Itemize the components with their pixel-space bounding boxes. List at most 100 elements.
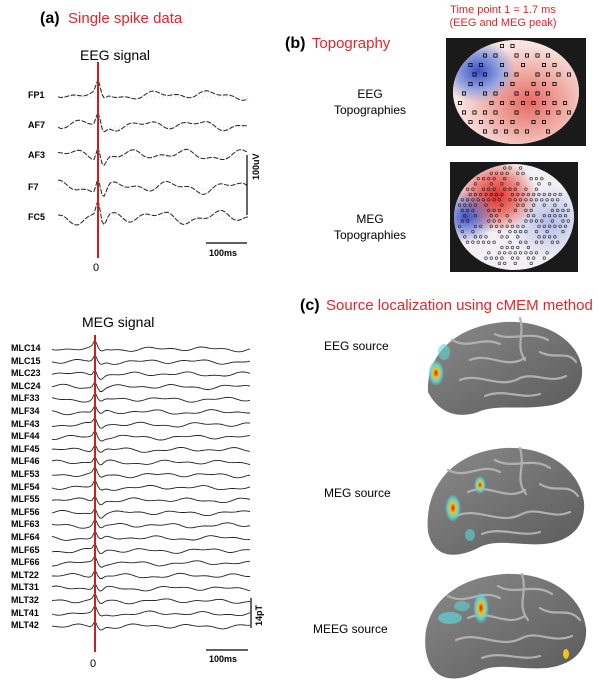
meg-sensor <box>540 240 544 244</box>
meg-sensor <box>476 177 480 181</box>
meg-sensor <box>489 182 493 186</box>
meg-sensor <box>521 171 525 175</box>
meg-sensor <box>553 235 557 239</box>
eeg-sensor <box>468 63 473 68</box>
meg-sensor <box>495 256 499 260</box>
eeg-sensor <box>493 110 498 115</box>
eeg-sensor <box>493 91 498 96</box>
meg-channel-label: MLF54 <box>11 481 40 492</box>
meg-trace <box>51 622 250 631</box>
eeg-topography-label: EEG Topographies <box>320 86 420 118</box>
meg-channel-label: MLF45 <box>11 443 40 454</box>
meg-sensor <box>542 235 546 239</box>
meg-channel-label: MLC24 <box>11 380 41 391</box>
meg-sensor <box>508 198 512 202</box>
meg-channel-label: MLF55 <box>11 494 40 505</box>
eeg-source-brain <box>420 316 585 421</box>
meg-sensor <box>484 256 488 260</box>
meg-sensor <box>466 240 470 244</box>
meg-sensor <box>521 203 525 207</box>
meg-channel-label: MLC23 <box>11 368 41 379</box>
eeg-sensor <box>531 82 536 87</box>
eeg-sensor <box>499 63 504 68</box>
meg-channel-label: MLF64 <box>11 532 40 542</box>
eeg-sensor <box>546 72 551 77</box>
meg-sensor <box>466 208 470 212</box>
meg-sensor <box>516 256 520 260</box>
meg-sensor <box>524 187 528 191</box>
meg-sensor <box>479 224 483 228</box>
meg-topo-label-line2: Topographies <box>333 228 407 242</box>
meg-sensor <box>463 214 467 218</box>
eeg-source-label: EEG source <box>324 339 389 353</box>
meg-time-scale: 100ms <box>209 654 238 664</box>
meg-sensor <box>484 192 488 197</box>
eeg-sensor <box>510 120 515 125</box>
eeg-sensor <box>489 120 494 125</box>
eeg-sensor <box>478 82 483 87</box>
meg-sensor <box>540 177 544 181</box>
eeg-sensor <box>468 82 473 87</box>
eeg-sensor <box>510 101 515 106</box>
meg-sensor <box>529 261 533 266</box>
meg-sensor <box>489 171 493 175</box>
meg-trace <box>51 520 251 529</box>
meg-sensor <box>510 224 515 228</box>
meg-sensor <box>547 192 552 197</box>
meg-sensor <box>518 166 523 170</box>
meg-trace <box>51 532 251 541</box>
eeg-sensor <box>525 129 530 134</box>
meg-sensor <box>468 203 472 207</box>
meg-sensor <box>495 214 499 218</box>
meg-sensor <box>468 192 472 197</box>
panel-a-label: (a) <box>40 10 60 27</box>
eeg-sensor <box>563 101 568 106</box>
meg-sensor <box>500 203 504 207</box>
meg-trace <box>51 418 251 429</box>
meg-time-zero: 0 <box>90 658 97 670</box>
meg-sensor <box>558 214 562 218</box>
eeg-sensor <box>552 82 557 87</box>
meg-sensor <box>516 224 520 228</box>
meg-channel-label: MLF44 <box>11 431 40 442</box>
meg-sensor <box>484 235 488 239</box>
meg-trace <box>51 355 251 365</box>
meg-sensor <box>542 214 546 218</box>
meg-source-label: MEG source <box>324 486 391 500</box>
eeg-sensor <box>468 120 473 125</box>
meg-sensor <box>473 203 478 207</box>
meg-trace <box>51 406 250 416</box>
meg-sensor <box>521 224 525 228</box>
meg-sensor <box>489 192 493 197</box>
meg-sensor <box>471 208 475 212</box>
panel-b-header: (b) Topography <box>285 35 390 53</box>
meg-sensor <box>561 208 565 212</box>
meg-sensor <box>500 224 504 228</box>
meg-sensor <box>556 240 560 244</box>
meg-sensor <box>510 245 515 250</box>
meg-sensor <box>476 240 480 244</box>
meg-sensor <box>492 177 496 181</box>
eeg-topo-label-line1: EEG <box>357 87 383 101</box>
meg-sensor <box>481 177 486 181</box>
meg-sensor <box>495 171 499 175</box>
meg-sensor <box>460 219 464 223</box>
meg-sensor <box>508 219 512 223</box>
meg-sensor <box>513 187 517 191</box>
meg-sensor <box>513 230 517 234</box>
meg-sensor <box>518 230 523 234</box>
meg-channel-label: MLC14 <box>11 343 41 353</box>
meg-sensor <box>524 230 528 234</box>
meg-channel-label: MLF33 <box>11 393 40 404</box>
meg-sensor <box>556 198 560 202</box>
eeg-sensor <box>489 101 494 106</box>
meg-channel-label: MLF63 <box>11 519 40 530</box>
meg-sensor <box>516 245 520 250</box>
eeg-signal-title: EEG signal <box>80 47 151 63</box>
meg-sensor <box>495 224 499 228</box>
meg-sensor <box>500 245 504 250</box>
meg-sensor <box>550 240 555 244</box>
meg-sensor <box>550 219 555 223</box>
eeg-sensor <box>514 110 519 115</box>
meg-sensor <box>534 177 539 181</box>
